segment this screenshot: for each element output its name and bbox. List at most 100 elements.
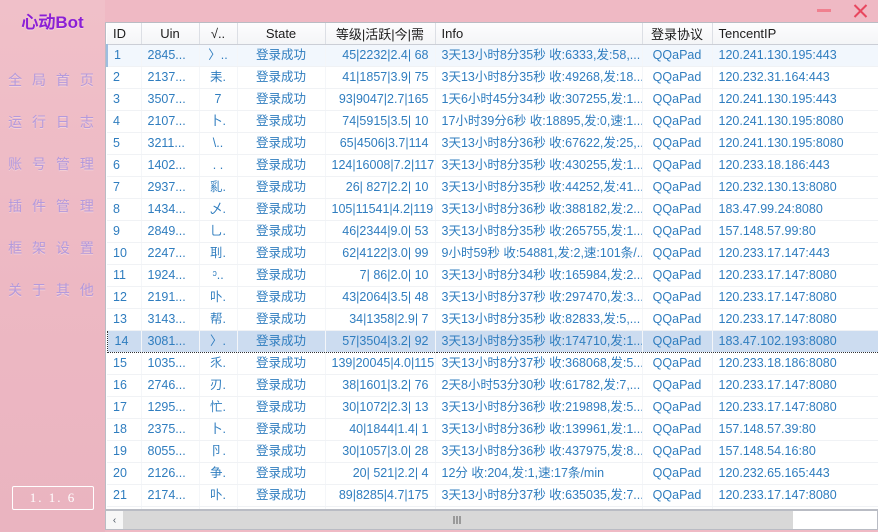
sidebar-item-framework-settings[interactable]: 框 架 设 置 <box>8 240 97 256</box>
title-bar <box>105 0 878 22</box>
cell-nick: 刵. <box>199 242 238 265</box>
table-row[interactable]: 2 2137... 耒. 登录成功 41|1857|3.9| 75 3天13小时8分35秒… <box>107 66 878 89</box>
horizontal-scrollbar-thumb[interactable] <box>123 511 793 529</box>
cell-proto: QQaPad <box>642 264 713 287</box>
table-row[interactable]: 1 2845... 〉.. 登录成功 45|2232|2.4| 68 3天13小时8分35… <box>106 44 878 67</box>
column-header-tencent-ip[interactable]: TencentIP <box>712 23 878 45</box>
cell-uin: 1035... <box>141 352 200 375</box>
cell-state: 登录成功 <box>237 352 326 375</box>
cell-state: 登录成功 <box>237 88 326 111</box>
table-row[interactable]: 7 2937... 乿. 登录成功 26| 827|2.2| 10 3天13小时8分35秒… <box>107 176 878 199</box>
column-header-nickname[interactable]: √.. <box>199 23 238 45</box>
column-header-level-active-today-need[interactable]: 等级|活跃|今|需 <box>325 23 436 45</box>
table-row[interactable]: 8 1434... 乄. 登录成功 105|11541|4.2|119 3天13小时8分3… <box>107 198 878 221</box>
table-row[interactable]: 17 1295... 忙. 登录成功 30|1072|2.3| 13 3天13小时8分36… <box>107 396 878 419</box>
table-row[interactable]: 12 2191... 卟. 登录成功 43|2064|3.5| 48 3天13小时8分37… <box>107 286 878 309</box>
cell-ip: 120.241.130.195:8080 <box>712 132 878 155</box>
cell-proto: QQaPad <box>642 396 713 419</box>
horizontal-scrollbar[interactable]: ‹ <box>105 510 878 530</box>
cell-proto: QQaPad <box>642 484 713 507</box>
cell-state: 登录成功 <box>237 418 326 441</box>
sidebar-item-plugin-manage[interactable]: 插 件 管 理 <box>8 198 97 214</box>
cell-level: 43|2064|3.5| 48 <box>325 286 436 309</box>
sidebar-item-runtime-log[interactable]: 运 行 日 志 <box>8 114 97 130</box>
cell-nick: 卜. <box>199 110 238 133</box>
table-row[interactable]: 6 1402.... . 登录成功 124|16008|7.2|117 3天13小时8分… <box>107 154 878 177</box>
table-row[interactable]: 13 3143... 帮. 登录成功 34|1358|2.9| 7 3天13小时8分35秒… <box>107 308 878 331</box>
table-row[interactable]: 5 3211... \.. 登录成功 65|4506|3.7|114 3天13小时8分36… <box>107 132 878 155</box>
cell-info: 3天13小时8分35秒 收:82833,发:5,... <box>435 308 643 331</box>
table-row[interactable]: 19 8055... 卪. 登录成功 30|1057|3.0| 28 3天13小时8分36… <box>107 440 878 463</box>
content-area: ID Uin √.. State 等级|活跃|今|需 Info 登录协议 Ten… <box>105 0 878 532</box>
cell-level: 30|1057|3.0| 28 <box>325 440 436 463</box>
column-header-login-protocol[interactable]: 登录协议 <box>642 23 713 45</box>
app-brand-title: 心动Bot <box>21 13 84 32</box>
sidebar-item-account-manage[interactable]: 账 号 管 理 <box>8 156 97 172</box>
cell-info: 3天13小时8分36秒 收:67622,发:25,... <box>435 132 643 155</box>
scrollbar-grip-icon <box>453 516 463 524</box>
cell-state: 登录成功 <box>237 462 326 485</box>
table-row[interactable]: 15 1035... 乑. 登录成功 139|20045|4.0|115 3天13小时8分… <box>107 352 878 375</box>
table-row[interactable]: 3 3507... 7 登录成功 93|9047|2.7|165 1天6小时45分34秒 … <box>107 88 878 111</box>
cell-proto: QQaPad <box>642 88 713 111</box>
cell-level: 74|5915|3.5| 10 <box>325 110 436 133</box>
sidebar-item-about-other[interactable]: 关 于 其 他 <box>8 282 97 298</box>
column-header-state[interactable]: State <box>237 23 326 45</box>
cell-id: 5 <box>107 132 142 155</box>
minimize-button[interactable] <box>806 0 842 21</box>
cell-state: 登录成功 <box>237 132 326 155</box>
cell-level: 41|1857|3.9| 75 <box>325 66 436 89</box>
cell-uin: 2247... <box>141 242 200 265</box>
cell-proto: QQaPad <box>642 220 713 243</box>
table-row[interactable]: 21 2174... 卟. 登录成功 89|8285|4.7|175 3天13小时8分37… <box>107 484 878 507</box>
sidebar-item-global-home[interactable]: 全 局 首 页 <box>8 72 97 88</box>
cell-info: 3天13小时8分34秒 收:165984,发:2... <box>435 264 643 287</box>
cell-nick: 卟. <box>199 484 238 507</box>
cell-id: 6 <box>107 154 142 177</box>
cell-proto: QQaPad <box>642 329 713 353</box>
scroll-left-button[interactable]: ‹ <box>106 511 123 529</box>
table-row[interactable]: 10 2247... 刵. 登录成功 62|4122|3.0| 99 9小时59秒 收:5… <box>107 242 878 265</box>
cell-ip: 120.232.130.13:8080 <box>712 176 878 199</box>
cell-info: 3天13小时8分35秒 收:49268,发:18... <box>435 66 643 89</box>
cell-nick: 乑. <box>199 352 238 375</box>
close-button[interactable] <box>842 0 878 21</box>
cell-info: 3天13小时8分35秒 收:91004,发:17,... <box>435 506 643 509</box>
cell-id: 8 <box>107 198 142 221</box>
cell-ip: 120.233.18.186:443 <box>712 154 878 177</box>
column-header-info[interactable]: Info <box>435 23 643 45</box>
cell-id: 12 <box>107 286 142 309</box>
table-row[interactable]: 222970...\..登录成功47|2400|1.0| 963天13小时8分3… <box>107 506 878 509</box>
cell-state: 登录成功 <box>237 440 326 463</box>
cell-proto: QQaPad <box>642 176 713 199</box>
cell-nick: 争. <box>199 462 238 485</box>
column-header-id[interactable]: ID <box>107 23 142 45</box>
accounts-table: ID Uin √.. State 等级|活跃|今|需 Info 登录协议 Ten… <box>106 23 878 509</box>
cell-id: 7 <box>107 176 142 199</box>
cell-level: 57|3504|3.2| 92 <box>325 329 436 353</box>
table-row[interactable]: 18 2375... 卜. 登录成功 40|1844|1.4| 1 3天13小时8分36秒… <box>107 418 878 441</box>
table-row[interactable]: 9 2849... 乚. 登录成功 46|2344|9.0| 53 3天13小时8分35秒… <box>107 220 878 243</box>
cell-info: 3天13小时8分35秒 收:174710,发:1... <box>435 329 643 353</box>
table-row[interactable]: 20 2126... 争. 登录成功 20| 521|2.2| 4 12分 收:204,发… <box>107 462 878 485</box>
cell-info: 9小时59秒 收:54881,发:2,速:101条/... <box>435 242 643 265</box>
table-row[interactable]: 14 3081... 〉. 登录成功 57|3504|3.2| 92 3天13小时8分35… <box>106 329 878 353</box>
table-row[interactable]: 11 1924... ᵓ.. 登录成功 7| 86|2.0| 10 3天13小时8分34秒… <box>107 264 878 287</box>
cell-info: 3天13小时8分35秒 收:44252,发:41... <box>435 176 643 199</box>
cell-level: 62|4122|3.0| 99 <box>325 242 436 265</box>
column-header-uin[interactable]: Uin <box>141 23 200 45</box>
cell-uin: 3507... <box>141 88 200 111</box>
cell-ip: 120.241.130.195:8080 <box>712 110 878 133</box>
cell-nick: 帮. <box>199 308 238 331</box>
cell-id: 19 <box>107 440 142 463</box>
table-row[interactable]: 4 2107... 卜. 登录成功 74|5915|3.5| 10 17小时39分6秒 收… <box>107 110 878 133</box>
cell-nick: 乄. <box>199 198 238 221</box>
cell-level: 105|11541|4.2|119 <box>325 198 436 221</box>
cell-proto: QQaPad <box>642 418 713 441</box>
horizontal-scrollbar-track[interactable] <box>123 511 877 529</box>
cell-nick: ᵓ.. <box>199 264 238 287</box>
cell-state: 登录成功 <box>237 220 326 243</box>
table-row[interactable]: 16 2746... 刃. 登录成功 38|1601|3.2| 76 2天8小时53分30… <box>107 374 878 397</box>
cell-nick: 耒. <box>199 66 238 89</box>
